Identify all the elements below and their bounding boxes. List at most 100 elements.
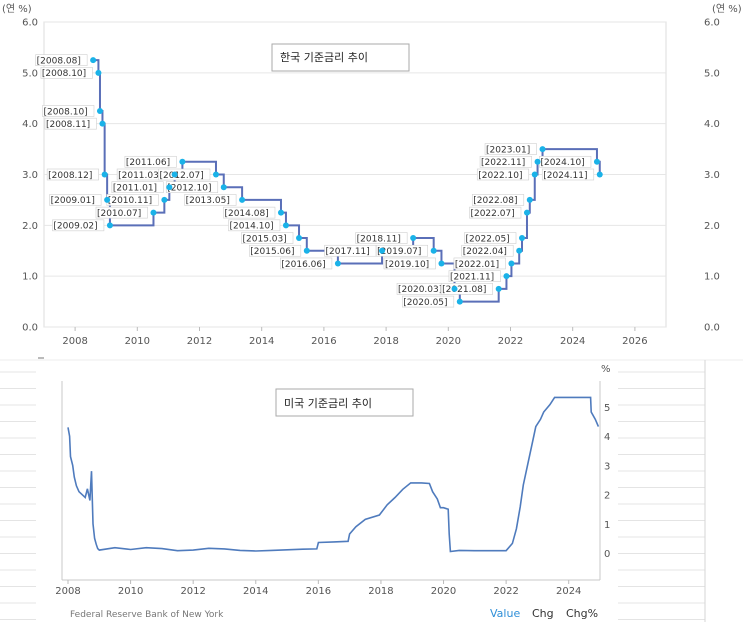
- kr-data-point: [106, 222, 113, 229]
- kr-data-label: [2017.11]: [326, 247, 370, 257]
- kr-data-point: [379, 247, 386, 254]
- kr-label-bg: [241, 232, 294, 244]
- kr-data-label: [2022.04]: [463, 247, 507, 257]
- kr-data-label: [2013.05]: [186, 196, 230, 206]
- kr-label-bg: [541, 168, 595, 181]
- kr-data-point: [503, 273, 510, 280]
- kr-label-bg: [440, 283, 493, 295]
- kr-label-bg: [49, 194, 102, 206]
- kr-label-bg: [165, 181, 219, 194]
- kr-y-axis-label: (연 %): [2, 3, 32, 15]
- kr-y-ticks-right: 0.0 1.0 2.0 3.0 4.0 5.0 6.0: [704, 18, 720, 334]
- kr-data-label: [2024.10]: [540, 158, 584, 168]
- kr-label-bg: [95, 206, 148, 219]
- us-x-tick-label: 2008: [55, 586, 80, 597]
- kr-label-bg: [158, 168, 211, 181]
- kr-data-point: [303, 247, 310, 254]
- kr-x-tick-label: 2022: [498, 336, 523, 347]
- kr-data-label: [2012.10]: [167, 184, 211, 194]
- kr-data-point: [539, 146, 546, 153]
- kr-chart: 0.0 1.0 2.0 3.0 4.0 5.0 6.0 0.0 1.0 2.0 3.0 4.0 5.0…: [2, 3, 742, 347]
- us-x-tick-label: 2020: [431, 586, 456, 597]
- kr-data-label: [2014.10]: [229, 222, 273, 232]
- kr-data-label: [2022.11]: [481, 158, 525, 168]
- kr-data-point: [104, 196, 111, 203]
- kr-data-point: [593, 158, 600, 165]
- kr-chart-title: 한국 기준금리 추이: [280, 51, 368, 64]
- kr-data-label: [2008.12]: [48, 171, 92, 181]
- us-y-tick-label: 4: [604, 432, 610, 443]
- kr-data-point: [534, 158, 541, 165]
- kr-label-bg: [471, 194, 525, 206]
- kr-data-label: [2015.03]: [243, 234, 287, 244]
- kr-label-bg: [355, 232, 408, 244]
- us-y-tick-label: 2: [604, 491, 610, 502]
- kr-data-label: [2009.02]: [53, 222, 97, 232]
- kr-data-point: [212, 171, 219, 178]
- us-x-tick-label: 2022: [493, 586, 518, 597]
- kr-label-bg: [383, 257, 436, 270]
- kr-x-tick-label: 2026: [622, 336, 647, 347]
- kr-data-label: [2021.11]: [450, 272, 494, 282]
- us-x-tick-label: 2010: [118, 586, 143, 597]
- us-y-axis-label: %: [601, 364, 611, 375]
- kr-data-point: [239, 196, 246, 203]
- kr-label-bg: [46, 168, 99, 181]
- kr-label-bg: [40, 67, 93, 79]
- kr-y-tick-label: 3.0: [22, 170, 38, 181]
- kr-data-point: [430, 247, 437, 254]
- kr-data-label: [2018.11]: [357, 234, 401, 244]
- kr-title-box: [271, 43, 410, 72]
- kr-data-label: [2019.07]: [377, 247, 421, 257]
- kr-label-bg: [476, 168, 530, 181]
- kr-label-bg: [280, 257, 333, 270]
- kr-data-markers: [90, 57, 603, 305]
- kr-data-point: [438, 260, 445, 267]
- kr-label-bg: [402, 295, 455, 308]
- kr-data-point: [161, 196, 168, 203]
- kr-data-label: [2008.08]: [37, 56, 81, 66]
- kr-data-label: [2020.03]: [398, 285, 442, 295]
- kr-data-label: [2015.06]: [250, 247, 294, 257]
- kr-data-point: [451, 285, 458, 292]
- kr-data-label: [2022.08]: [473, 196, 517, 206]
- kr-data-point: [516, 247, 523, 254]
- kr-x-tick-label: 2014: [249, 336, 274, 347]
- kr-data-label: [2021.08]: [442, 285, 486, 295]
- tab-value[interactable]: Value: [490, 607, 520, 620]
- kr-data-label: [2023.01]: [486, 145, 530, 155]
- us-y-tick-label: 5: [604, 403, 610, 414]
- kr-data-label: [2014.08]: [224, 209, 268, 219]
- kr-y-tick-label: 0.0: [22, 323, 38, 334]
- us-y-tick-label: 0: [604, 549, 610, 560]
- kr-data-point: [456, 298, 463, 305]
- kr-data-label: [2016.06]: [281, 260, 325, 270]
- kr-x-tick-label: 2016: [311, 336, 336, 347]
- kr-label-bg: [479, 155, 532, 168]
- kr-label-bg: [223, 206, 276, 219]
- kr-label-bg: [461, 244, 514, 257]
- kr-data-point: [508, 260, 515, 267]
- us-x-tick-label: 2012: [180, 586, 205, 597]
- kr-y-ticks: 0.0 1.0 2.0 3.0 4.0 5.0 6.0: [22, 18, 38, 334]
- kr-x-tick-label: 2020: [436, 336, 461, 347]
- kr-data-label: [2022.01]: [455, 260, 499, 270]
- kr-label-bg: [35, 54, 88, 66]
- kr-label-bg: [453, 257, 506, 270]
- kr-label-bg: [124, 155, 177, 168]
- kr-x-tick-label: 2018: [373, 336, 398, 347]
- kr-y-tick-label-right: 5.0: [704, 68, 720, 79]
- kr-data-label: [2010.11]: [108, 196, 152, 206]
- kr-label-bg: [448, 270, 501, 282]
- kr-data-label: [2020.05]: [403, 298, 447, 308]
- kr-label-bg: [484, 143, 537, 155]
- kr-data-label: [2008.10]: [42, 69, 86, 79]
- tab-chg-pct[interactable]: Chg%: [566, 607, 598, 620]
- us-x-tick-label: 2014: [243, 586, 268, 597]
- kr-data-label: [2011.03]: [118, 171, 162, 181]
- kr-x-tick-label: 2012: [187, 336, 212, 347]
- tab-chg[interactable]: Chg: [532, 607, 554, 620]
- us-y-tick-label: 3: [604, 461, 610, 472]
- kr-x-tick-label: 2024: [560, 336, 585, 347]
